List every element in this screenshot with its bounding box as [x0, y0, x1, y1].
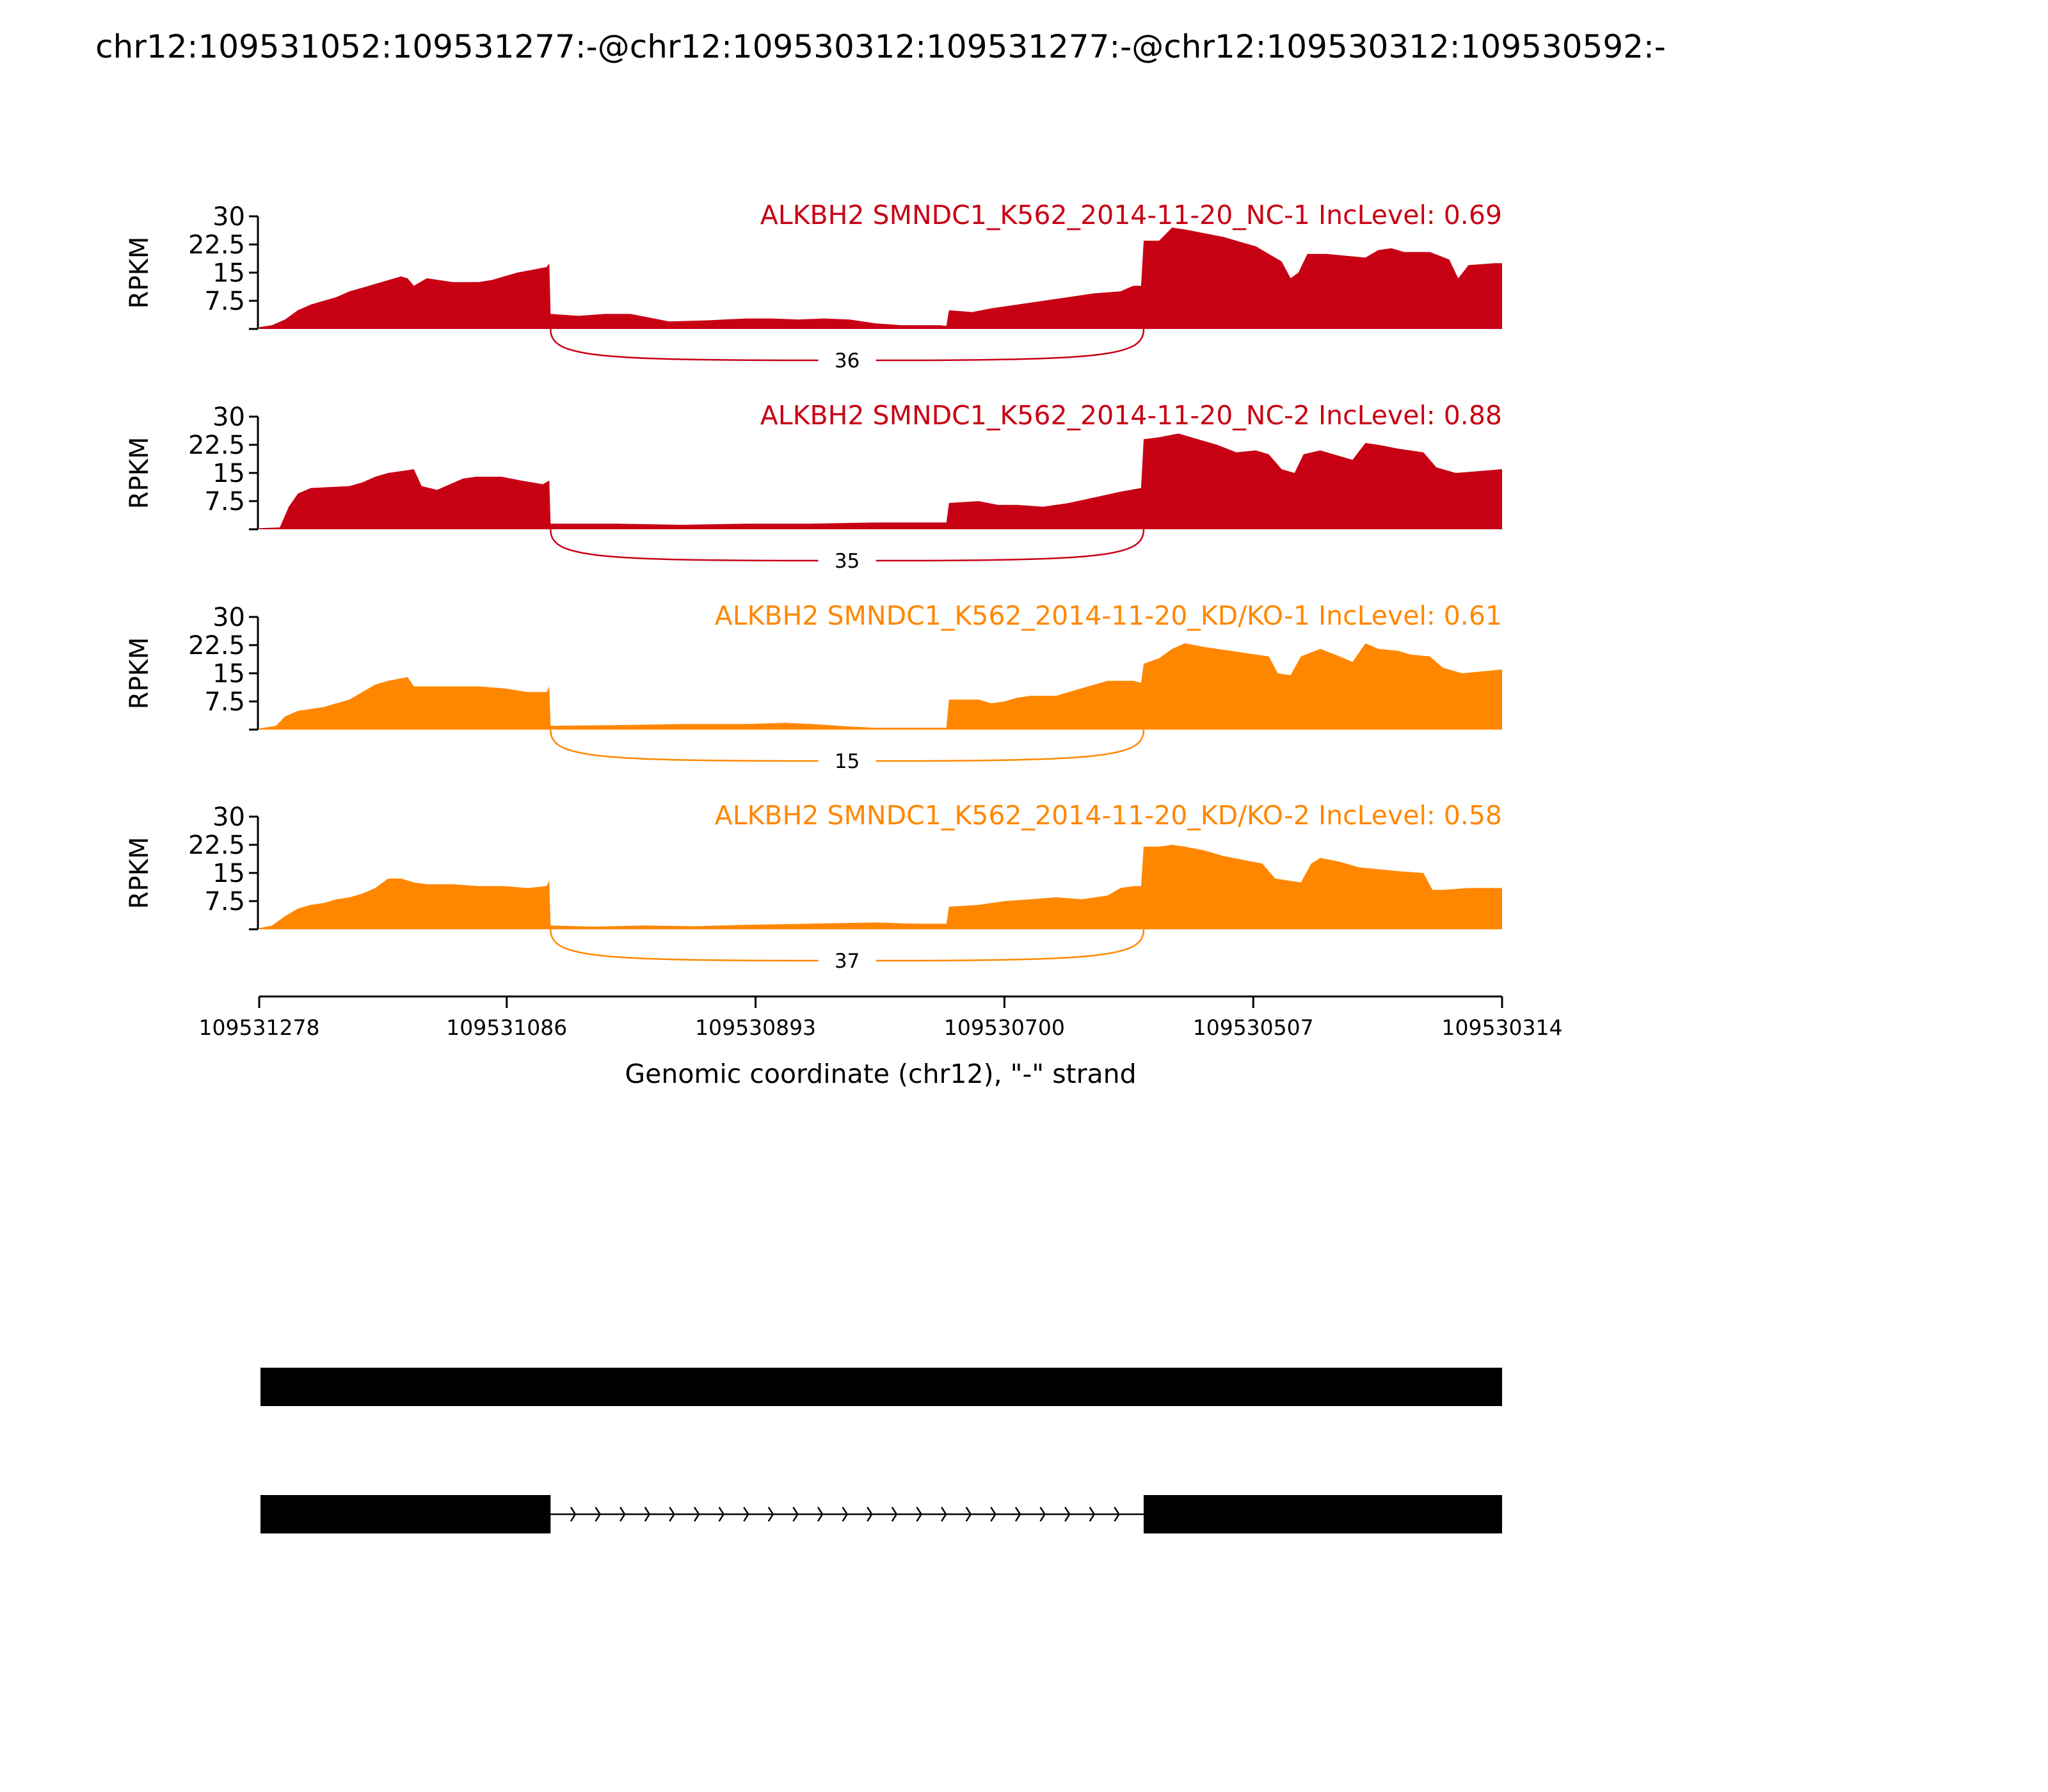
junction-count-label: 36 — [835, 349, 860, 372]
strand-chevron — [965, 1507, 972, 1522]
y-axis-label: RPKM — [125, 637, 154, 710]
y-tick-label: 15 — [212, 259, 245, 288]
y-tick-label: 7.5 — [204, 887, 245, 916]
exon-block — [260, 1495, 551, 1533]
exon-block — [1143, 1495, 1502, 1533]
sample-label: ALKBH2 SMNDC1_K562_2014-11-20_NC-1 IncLe… — [760, 200, 1502, 230]
junction-arc-right — [876, 529, 1145, 562]
sample-label: ALKBH2 SMNDC1_K562_2014-11-20_NC-2 IncLe… — [760, 400, 1502, 431]
coverage-area — [259, 845, 1502, 929]
junction-count-label: 35 — [835, 550, 860, 573]
strand-chevron — [743, 1507, 749, 1522]
x-tick-label: 109530314 — [1442, 1015, 1563, 1040]
y-tick-label: 15 — [212, 859, 245, 888]
x-axis-label: Genomic coordinate (chr12), "-" strand — [625, 1059, 1136, 1089]
strand-chevron — [1064, 1507, 1071, 1522]
strand-chevron — [1089, 1507, 1096, 1522]
junction-count-label: 37 — [835, 950, 860, 973]
y-tick-label: 22.5 — [188, 831, 245, 860]
exon-block — [260, 1368, 1502, 1406]
coverage-area — [259, 433, 1502, 529]
y-tick-label: 15 — [212, 459, 245, 488]
x-axis: Genomic coordinate (chr12), "-" strand 1… — [199, 995, 1563, 1089]
y-axis-label: RPKM — [125, 837, 154, 909]
y-tick-label: 30 — [212, 403, 245, 432]
sample-label: ALKBH2 SMNDC1_K562_2014-11-20_KD/KO-2 In… — [715, 800, 1502, 831]
y-tick-label: 7.5 — [204, 287, 245, 316]
transcript-model-1 — [260, 1368, 1502, 1406]
y-tick-label: 15 — [212, 659, 245, 689]
junction-arc-right — [876, 729, 1145, 762]
strand-chevron — [644, 1507, 651, 1522]
strand-chevron — [891, 1507, 898, 1522]
coverage-area — [259, 643, 1502, 730]
strand-chevron — [916, 1507, 922, 1522]
x-tick-label: 109531278 — [199, 1015, 320, 1040]
strand-chevron — [941, 1507, 947, 1522]
y-tick-label: 22.5 — [188, 230, 245, 260]
junction-arc-left — [550, 729, 819, 762]
transcript-models — [260, 1368, 1502, 1533]
strand-chevron — [990, 1507, 996, 1522]
junction-arc-left — [550, 529, 819, 562]
y-tick-label: 30 — [212, 803, 245, 832]
strand-chevron — [842, 1507, 849, 1522]
coverage-area — [259, 227, 1502, 329]
strand-chevron — [1039, 1507, 1046, 1522]
strand-chevron — [792, 1507, 799, 1522]
strand-chevron — [595, 1507, 601, 1522]
junction-arc-left — [550, 929, 819, 962]
strand-chevron — [1114, 1507, 1120, 1522]
figure-title: chr12:109531052:109531277:-@chr12:109530… — [95, 28, 1666, 65]
y-tick-label: 22.5 — [188, 431, 245, 460]
strand-chevron — [620, 1507, 626, 1522]
strand-chevron — [693, 1507, 700, 1522]
y-tick-label: 7.5 — [204, 687, 245, 717]
strand-chevron — [718, 1507, 725, 1522]
y-tick-label: 30 — [212, 603, 245, 632]
sample-label: ALKBH2 SMNDC1_K562_2014-11-20_KD/KO-1 In… — [715, 600, 1502, 631]
strand-chevron — [570, 1507, 577, 1522]
x-tick-label: 109530700 — [944, 1015, 1065, 1040]
x-tick-label: 109530507 — [1193, 1015, 1314, 1040]
strand-chevron — [1014, 1507, 1021, 1522]
junction-arc-left — [550, 328, 819, 362]
y-tick-label: 7.5 — [204, 487, 245, 516]
y-tick-label: 22.5 — [188, 631, 245, 660]
y-axis-label: RPKM — [125, 237, 154, 309]
strand-chevron — [767, 1507, 774, 1522]
junction-arc-right — [876, 929, 1145, 962]
strand-chevron — [669, 1507, 675, 1522]
strand-chevron — [817, 1507, 824, 1522]
y-axis-label: RPKM — [125, 437, 154, 509]
junction-count-label: 15 — [835, 750, 860, 773]
y-tick-label: 30 — [212, 202, 245, 232]
transcript-model-2 — [260, 1495, 1502, 1533]
x-tick-label: 109531086 — [446, 1015, 567, 1040]
junction-arc-right — [876, 328, 1145, 362]
x-tick-label: 109530893 — [695, 1015, 816, 1040]
strand-chevron — [867, 1507, 873, 1522]
